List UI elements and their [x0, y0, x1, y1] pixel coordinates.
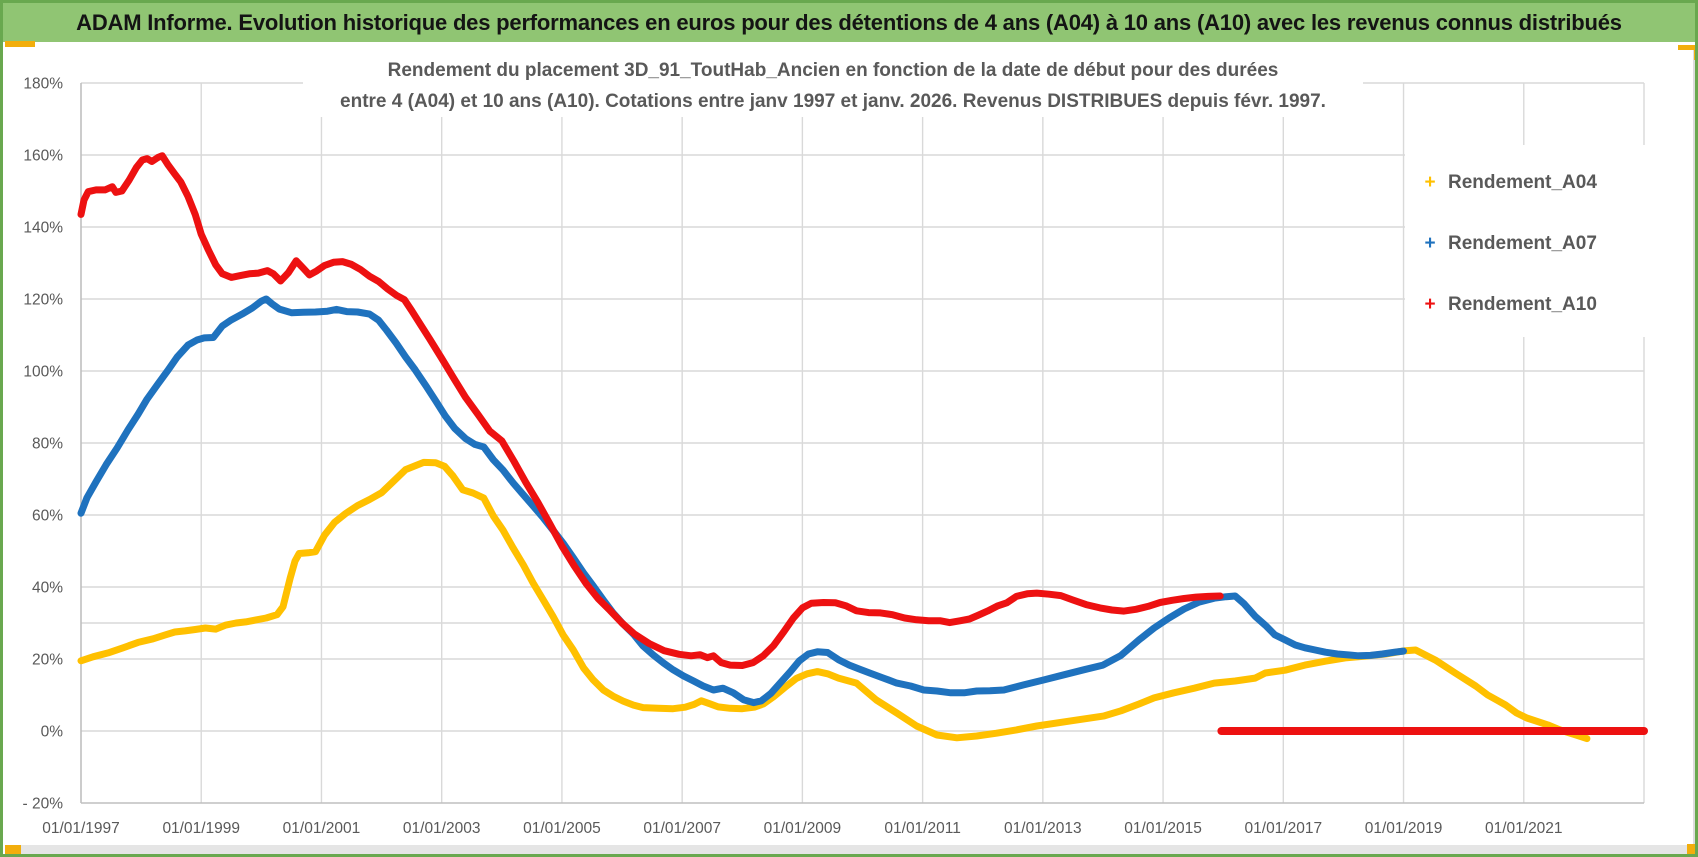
- plus-marker-icon: +: [1424, 294, 1436, 315]
- y-tick-label: - 20%: [23, 796, 64, 813]
- plus-marker-icon: +: [1424, 172, 1436, 193]
- x-tick-label: 01/01/2019: [1365, 820, 1443, 837]
- header-title: ADAM Informe. Evolution historique des p…: [76, 9, 1622, 35]
- legend-label: Rendement_A07: [1448, 233, 1597, 254]
- y-tick-label: 180%: [23, 76, 63, 93]
- x-tick-label: 01/01/2007: [643, 820, 721, 837]
- x-tick-label: 01/01/2011: [884, 820, 960, 837]
- x-tick-label: 01/01/2017: [1245, 820, 1323, 837]
- chart-title: Rendement du placement 3D_91_ToutHab_Anc…: [303, 55, 1363, 117]
- plus-marker-icon: +: [1424, 233, 1436, 254]
- x-tick-label: 01/01/2005: [523, 820, 601, 837]
- y-tick-label: 20%: [32, 652, 63, 669]
- x-tick-label: 01/01/2013: [1004, 820, 1082, 837]
- legend-entry-a10[interactable]: + Rendement_A10: [1423, 293, 1653, 317]
- chart-object-bottom-edge: [5, 845, 1695, 854]
- y-tick-label: 160%: [23, 148, 63, 165]
- chart-svg[interactable]: 180% 160% 140% 120% 100% 80% 60% 40% 20% 0% - 20% 0…: [3, 3, 1698, 857]
- legend-entry-a04[interactable]: + Rendement_A04: [1423, 171, 1653, 195]
- selection-handle-bottom-right[interactable]: [1687, 844, 1695, 854]
- chart-title-line-2: entre 4 (A04) et 10 ans (A10). Cotations…: [340, 91, 1326, 112]
- series-Rendement_A04: [77, 458, 1591, 743]
- x-tick-label: 01/01/2021: [1485, 820, 1563, 837]
- header-bar: ADAM Informe. Evolution historique des p…: [3, 3, 1695, 42]
- y-tick-label: 140%: [23, 220, 63, 237]
- y-tick-label: 0%: [41, 724, 64, 741]
- x-tick-label: 01/01/1997: [42, 820, 120, 837]
- y-tick-label: 40%: [32, 580, 63, 597]
- x-tick-label: 01/01/2001: [283, 820, 361, 837]
- series-Rendement_A10: [77, 152, 1224, 669]
- selection-handle-top-right[interactable]: [1678, 45, 1695, 50]
- legend-label: Rendement_A10: [1448, 294, 1597, 315]
- y-tick-label: 80%: [32, 436, 63, 453]
- y-tick-label: 100%: [23, 364, 63, 381]
- chart-object-right-edge: [1693, 47, 1695, 845]
- series-Rendement_A07: [77, 295, 1407, 707]
- x-tick-label: 01/01/2015: [1124, 820, 1202, 837]
- y-tick-label: 120%: [23, 292, 63, 309]
- x-tick-label: 01/01/1999: [162, 820, 240, 837]
- selection-handle-top-left[interactable]: [5, 41, 35, 47]
- selection-handle-top-right[interactable]: [1694, 45, 1695, 60]
- legend-label: Rendement_A04: [1448, 172, 1597, 193]
- x-tick-label: 01/01/2009: [764, 820, 842, 837]
- chart-legend[interactable]: + Rendement_A04 + Rendement_A07 + Rendem…: [1405, 145, 1653, 337]
- y-tick-label: 60%: [32, 508, 63, 525]
- x-tick-label: 01/01/2003: [403, 820, 481, 837]
- legend-entry-a07[interactable]: + Rendement_A07: [1423, 232, 1653, 256]
- selection-handle-bottom-left[interactable]: [5, 845, 21, 854]
- chart-title-line-1: Rendement du placement 3D_91_ToutHab_Anc…: [387, 60, 1279, 81]
